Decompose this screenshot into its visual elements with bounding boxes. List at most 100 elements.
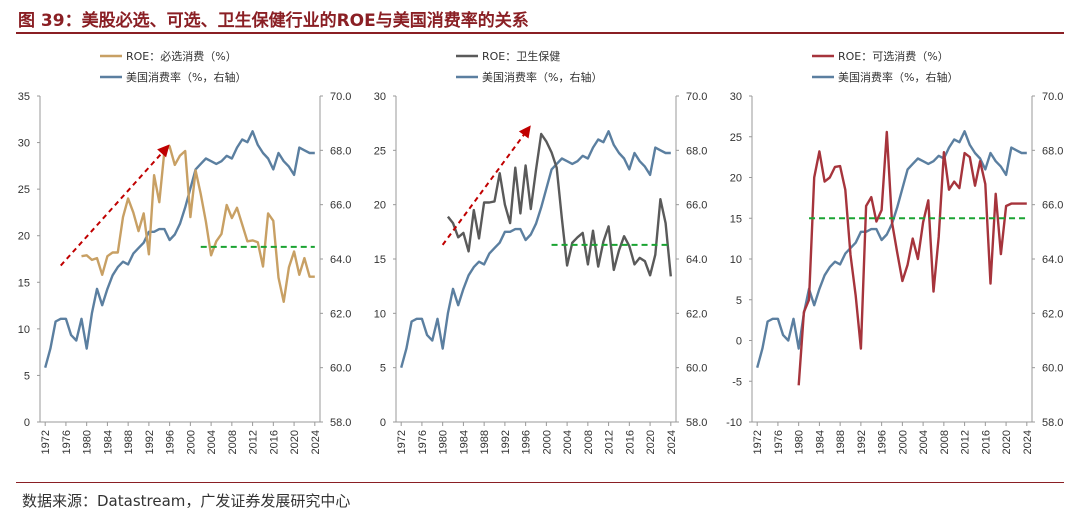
x-tick-label: 1984	[458, 430, 470, 454]
y-left-tick-label: 10	[374, 308, 386, 320]
legend-label-roe: ROE：卫生保健	[482, 49, 560, 63]
x-tick-label: 1972	[752, 430, 764, 454]
y-right-tick-label: 64.0	[1042, 254, 1063, 266]
series-consumption-rate	[400, 130, 671, 369]
x-tick-label: 1996	[521, 430, 533, 454]
x-tick-label: 2016	[980, 430, 992, 454]
x-tick-label: 1972	[396, 430, 408, 454]
x-tick-label: 1992	[500, 430, 512, 454]
y-right-tick-label: 62.0	[1042, 308, 1063, 320]
x-tick-label: 1976	[773, 430, 785, 454]
x-tick-label: 2008	[939, 430, 951, 454]
y-right-tick-label: 66.0	[330, 200, 351, 212]
y-right-tick-label: 70.0	[686, 91, 707, 103]
x-tick-label: 2016	[268, 430, 280, 454]
x-tick-label: 1980	[438, 430, 450, 454]
series-roe	[81, 145, 315, 303]
trend-arrow-head	[157, 144, 170, 158]
y-left-tick-label: 15	[18, 277, 30, 289]
y-right-tick-label: 66.0	[686, 200, 707, 212]
y-left-tick-label: 35	[18, 91, 30, 103]
y-left-tick-label: 20	[374, 200, 386, 212]
x-tick-label: 1988	[123, 430, 135, 454]
x-tick-label: 2012	[960, 430, 972, 454]
y-left-tick-label: 0	[736, 336, 742, 348]
series-roe	[446, 132, 672, 277]
series-consumption-rate	[756, 130, 1027, 369]
trend-arrow-head	[518, 125, 531, 139]
x-tick-label: 1980	[794, 430, 806, 454]
legend-label-roe: ROE：必选消费（%）	[126, 49, 237, 63]
legend-label-roe: ROE：可选消费（%）	[838, 49, 949, 63]
y-right-tick-label: 70.0	[1042, 91, 1063, 103]
x-tick-label: 2004	[918, 430, 930, 454]
y-right-tick-label: 70.0	[330, 91, 351, 103]
chart-discretionary: -10 -5 0 5 10 15 20 25 30 58.0 60.0 62.0 64.0 66.0 68.…	[726, 49, 1063, 454]
y-left-tick-label: 20	[730, 173, 742, 185]
y-left-tick-label: 30	[18, 138, 30, 150]
y-left-tick-label: 15	[730, 213, 742, 225]
x-tick-label: 1988	[479, 430, 491, 454]
y-right-tick-label: 62.0	[686, 308, 707, 320]
y-left-tick-label: 30	[730, 91, 742, 103]
x-tick-label: 2024	[666, 430, 678, 454]
x-tick-label: 2016	[624, 430, 636, 454]
x-tick-label: 2024	[310, 430, 322, 454]
x-tick-label: 1996	[165, 430, 177, 454]
y-right-tick-label: 58.0	[686, 417, 707, 429]
y-left-tick-label: 10	[18, 324, 30, 336]
x-tick-label: 2000	[897, 430, 909, 454]
trend-arrow-line	[59, 151, 164, 267]
source-note: 数据来源：Datastream，广发证券发展研究中心	[22, 492, 351, 510]
source-rule	[16, 482, 1064, 483]
legend-label-consumption: 美国消费率（%，右轴）	[126, 70, 246, 84]
x-tick-label: 2004	[206, 430, 218, 454]
figure-title: 图 39：美股必选、可选、卫生保健行业的ROE与美国消费率的关系	[18, 11, 529, 31]
x-tick-label: 2008	[227, 430, 239, 454]
x-tick-label: 1984	[814, 430, 826, 454]
y-right-tick-label: 66.0	[1042, 200, 1063, 212]
x-tick-label: 1996	[877, 430, 889, 454]
x-tick-label: 1980	[82, 430, 94, 454]
x-tick-label: 2000	[185, 430, 197, 454]
series-roe	[797, 130, 1027, 386]
y-right-tick-label: 58.0	[1042, 417, 1063, 429]
y-left-tick-label: 5	[24, 370, 30, 382]
x-tick-label: 1984	[102, 430, 114, 454]
x-tick-label: 2020	[645, 430, 657, 454]
y-right-tick-label: 68.0	[1042, 145, 1063, 157]
x-tick-label: 2008	[583, 430, 595, 454]
x-tick-label: 2024	[1022, 430, 1034, 454]
x-tick-label: 2020	[289, 430, 301, 454]
x-tick-label: 2004	[562, 430, 574, 454]
y-left-tick-label: 25	[730, 132, 742, 144]
y-right-tick-label: 68.0	[330, 145, 351, 157]
y-left-tick-label: 25	[18, 184, 30, 196]
y-left-tick-label: -5	[732, 376, 742, 388]
x-tick-label: 1972	[40, 430, 52, 454]
y-right-tick-label: 60.0	[1042, 363, 1063, 375]
y-left-tick-label: 25	[374, 145, 386, 157]
chart-healthcare: 0 5 10 15 20 25 30 58.0 60.0 62.0 64.0 66.0 68.0 70.0…	[374, 49, 708, 454]
x-tick-label: 1988	[835, 430, 847, 454]
y-left-tick-label: 10	[730, 254, 742, 266]
x-tick-label: 1992	[856, 430, 868, 454]
y-right-tick-label: 60.0	[330, 363, 351, 375]
x-tick-label: 2012	[604, 430, 616, 454]
legend-label-consumption: 美国消费率（%，右轴）	[482, 70, 602, 84]
x-tick-label: 1976	[61, 430, 73, 454]
x-tick-label: 2000	[541, 430, 553, 454]
title-rule	[16, 32, 1064, 34]
y-left-tick-label: 5	[380, 363, 386, 375]
series-consumption-rate	[44, 130, 315, 369]
y-left-tick-label: 30	[374, 91, 386, 103]
y-left-tick-label: 20	[18, 231, 30, 243]
y-right-tick-label: 64.0	[330, 254, 351, 266]
x-tick-label: 1976	[417, 430, 429, 454]
y-right-tick-label: 60.0	[686, 363, 707, 375]
legend-label-consumption: 美国消费率（%，右轴）	[838, 70, 958, 84]
chart-staples: 0 5 10 15 20 25 30 35 58.0 60.0 62.0 64.0 66.0 68.0 70…	[18, 49, 352, 454]
y-left-tick-label: -10	[726, 417, 742, 429]
x-tick-label: 1992	[144, 430, 156, 454]
x-tick-label: 2012	[248, 430, 260, 454]
